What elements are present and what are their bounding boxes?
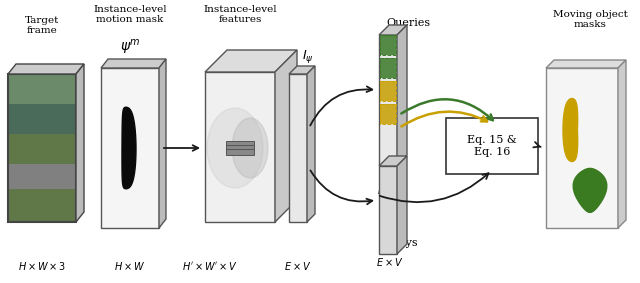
Text: Queries: Queries [386, 18, 430, 28]
Polygon shape [275, 50, 297, 222]
Text: $H' \times W' \times V$: $H' \times W' \times V$ [182, 260, 238, 272]
Polygon shape [8, 74, 76, 104]
Text: $E \times V$: $E \times V$ [284, 260, 312, 272]
Polygon shape [8, 134, 76, 164]
Polygon shape [8, 64, 84, 74]
Polygon shape [226, 145, 254, 151]
Text: $\psi^m$: $\psi^m$ [120, 38, 140, 57]
FancyBboxPatch shape [446, 118, 538, 174]
Polygon shape [380, 35, 396, 55]
Polygon shape [8, 104, 76, 134]
Ellipse shape [232, 118, 268, 178]
Polygon shape [380, 104, 396, 124]
Polygon shape [226, 149, 254, 155]
Text: Instance-level
motion mask: Instance-level motion mask [93, 5, 167, 24]
Polygon shape [289, 66, 315, 74]
Text: Keys: Keys [392, 238, 419, 248]
Polygon shape [307, 66, 315, 222]
Ellipse shape [207, 108, 263, 188]
Polygon shape [379, 156, 407, 166]
Text: Target
frame: Target frame [25, 16, 59, 35]
Polygon shape [8, 164, 76, 189]
Polygon shape [397, 25, 407, 165]
Polygon shape [563, 98, 578, 162]
Text: $E \times V$: $E \times V$ [376, 256, 404, 268]
Text: $I_{\psi}$: $I_{\psi}$ [302, 48, 314, 65]
Polygon shape [8, 189, 76, 222]
Text: Eq. 15 &
Eq. 16: Eq. 15 & Eq. 16 [467, 135, 517, 157]
Polygon shape [379, 25, 407, 35]
Polygon shape [379, 35, 397, 165]
Polygon shape [205, 72, 275, 222]
Polygon shape [546, 60, 626, 68]
Polygon shape [205, 50, 297, 72]
Polygon shape [226, 141, 254, 147]
Polygon shape [101, 68, 159, 228]
Polygon shape [122, 107, 136, 189]
Polygon shape [159, 59, 166, 228]
Polygon shape [397, 156, 407, 254]
Text: $H \times W$: $H \times W$ [115, 260, 146, 272]
Polygon shape [618, 60, 626, 228]
Text: Instance-level
features: Instance-level features [203, 5, 277, 24]
Polygon shape [101, 59, 166, 68]
Polygon shape [289, 74, 307, 222]
Polygon shape [76, 64, 84, 222]
Polygon shape [380, 58, 396, 78]
Polygon shape [380, 81, 396, 101]
Polygon shape [379, 166, 397, 254]
Text: Moving object
masks: Moving object masks [552, 10, 627, 29]
Polygon shape [546, 68, 618, 228]
Polygon shape [573, 168, 607, 213]
Text: $F \times V$: $F \times V$ [376, 184, 403, 196]
Text: $H \times W \times 3$: $H \times W \times 3$ [18, 260, 66, 272]
